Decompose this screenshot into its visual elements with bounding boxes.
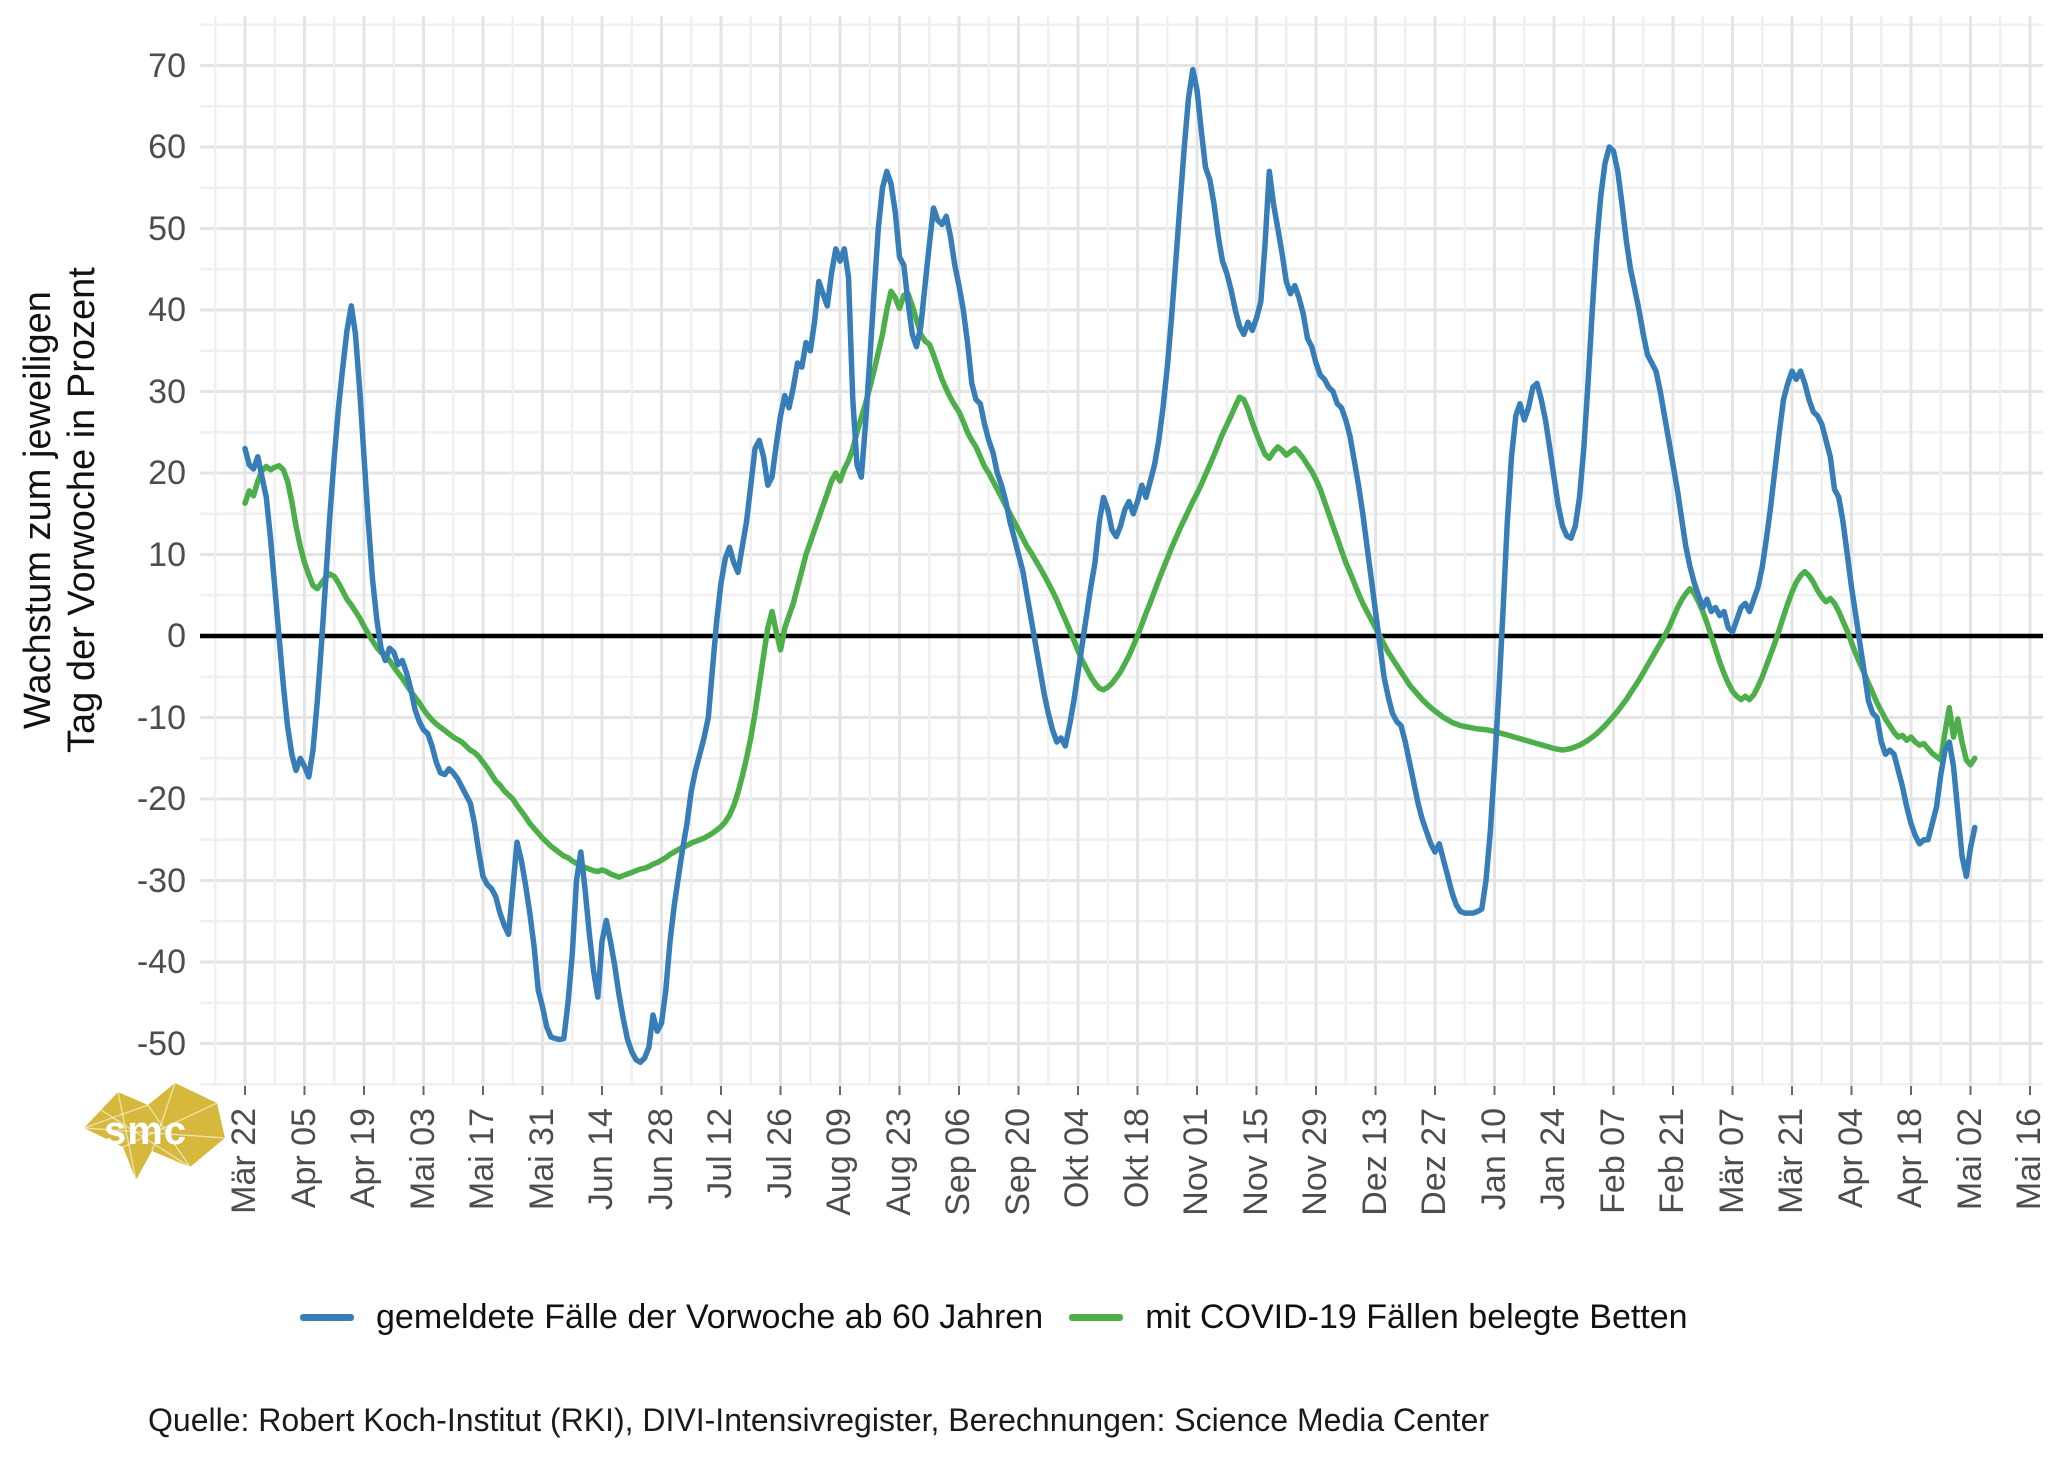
x-tick-label: Aug 09	[820, 1108, 858, 1216]
y-tick-label: 30	[148, 372, 186, 411]
x-tick-label: Sep 20	[998, 1108, 1037, 1216]
x-tick-label: Mai 16	[2010, 1108, 2048, 1211]
x-tick-label: Mär 07	[1712, 1108, 1751, 1214]
x-tick-label: Jun 28	[641, 1108, 680, 1211]
y-tick-label: 10	[148, 535, 186, 574]
x-tick-label: Feb 07	[1593, 1108, 1632, 1214]
x-tick-label: Mär 22	[225, 1108, 263, 1214]
x-tick-label: Apr 05	[284, 1108, 323, 1209]
y-tick-label: -10	[136, 698, 186, 737]
legend-swatch-blue	[300, 1313, 354, 1321]
x-tick-label: Sep 06	[939, 1108, 977, 1216]
x-tick-label: Jan 10	[1474, 1108, 1513, 1211]
x-tick-label: Jan 24	[1534, 1108, 1572, 1211]
x-tick-label: Jul 26	[760, 1108, 799, 1199]
y-tick-label: 0	[167, 617, 186, 655]
legend-item-beds: mit COVID-19 Fällen belegte Betten	[1069, 1297, 1688, 1337]
x-tick-label: Feb 21	[1653, 1108, 1691, 1214]
x-tick-label: Mär 21	[1772, 1108, 1810, 1214]
x-tick-label: Jul 12	[701, 1108, 739, 1199]
y-tick-label: 50	[148, 209, 186, 248]
series-line-0	[242, 288, 1978, 880]
y-tick-label: 60	[148, 128, 186, 166]
x-tick-label: Jun 14	[582, 1108, 620, 1211]
y-tick-label: 40	[148, 291, 186, 329]
x-tick-label: Mai 03	[403, 1108, 442, 1211]
x-tick-label: Aug 23	[879, 1108, 918, 1216]
x-tick-label: Mai 31	[522, 1108, 561, 1211]
x-tick-label: Mai 17	[463, 1108, 501, 1211]
x-tick-label: Nov 15	[1236, 1108, 1275, 1216]
x-tick-label: Dez 27	[1415, 1108, 1453, 1216]
smc-logo-mesh	[83, 1082, 226, 1181]
y-axis-title: Wachstum zum jeweiligen Tag der Vorwoche…	[16, 267, 103, 753]
smc-logo-text: smc	[104, 1109, 187, 1153]
y-tick-label: -40	[136, 943, 186, 981]
legend-swatch-green	[1069, 1313, 1124, 1321]
data-series	[242, 66, 1978, 1065]
series-line-1	[242, 66, 1978, 1065]
x-tick-label: Mai 02	[1950, 1108, 1989, 1211]
legend-label-beds: mit COVID-19 Fällen belegte Betten	[1145, 1297, 1688, 1336]
line-chart	[200, 16, 2043, 1095]
y-tick-label: -50	[136, 1024, 186, 1063]
x-tick-label: Okt 04	[1058, 1108, 1096, 1209]
chart-legend: gemeldete Fälle der Vorwoche ab 60 Jahre…	[300, 1294, 1688, 1340]
y-tick-label: -20	[136, 780, 186, 818]
axis-tick-marks	[244, 1086, 2031, 1095]
legend-label-cases: gemeldete Fälle der Vorwoche ab 60 Jahre…	[376, 1297, 1044, 1336]
y-tick-label: -30	[136, 861, 186, 900]
source-text: Quelle: Robert Koch-Institut (RKI), DIVI…	[148, 1402, 1490, 1438]
smc-logo: smc	[83, 1082, 226, 1181]
legend-item-cases: gemeldete Fälle der Vorwoche ab 60 Jahre…	[300, 1298, 1043, 1337]
y-tick-label: 20	[148, 454, 186, 492]
x-tick-label: Nov 01	[1177, 1108, 1215, 1216]
x-tick-label: Apr 04	[1831, 1108, 1870, 1209]
x-tick-label: Okt 18	[1117, 1108, 1156, 1209]
x-tick-label: Dez 13	[1355, 1108, 1394, 1216]
y-tick-label: 70	[148, 46, 186, 85]
x-tick-label: Apr 18	[1891, 1108, 1929, 1209]
x-tick-label: Apr 19	[344, 1108, 382, 1209]
x-tick-label: Nov 29	[1296, 1108, 1334, 1216]
